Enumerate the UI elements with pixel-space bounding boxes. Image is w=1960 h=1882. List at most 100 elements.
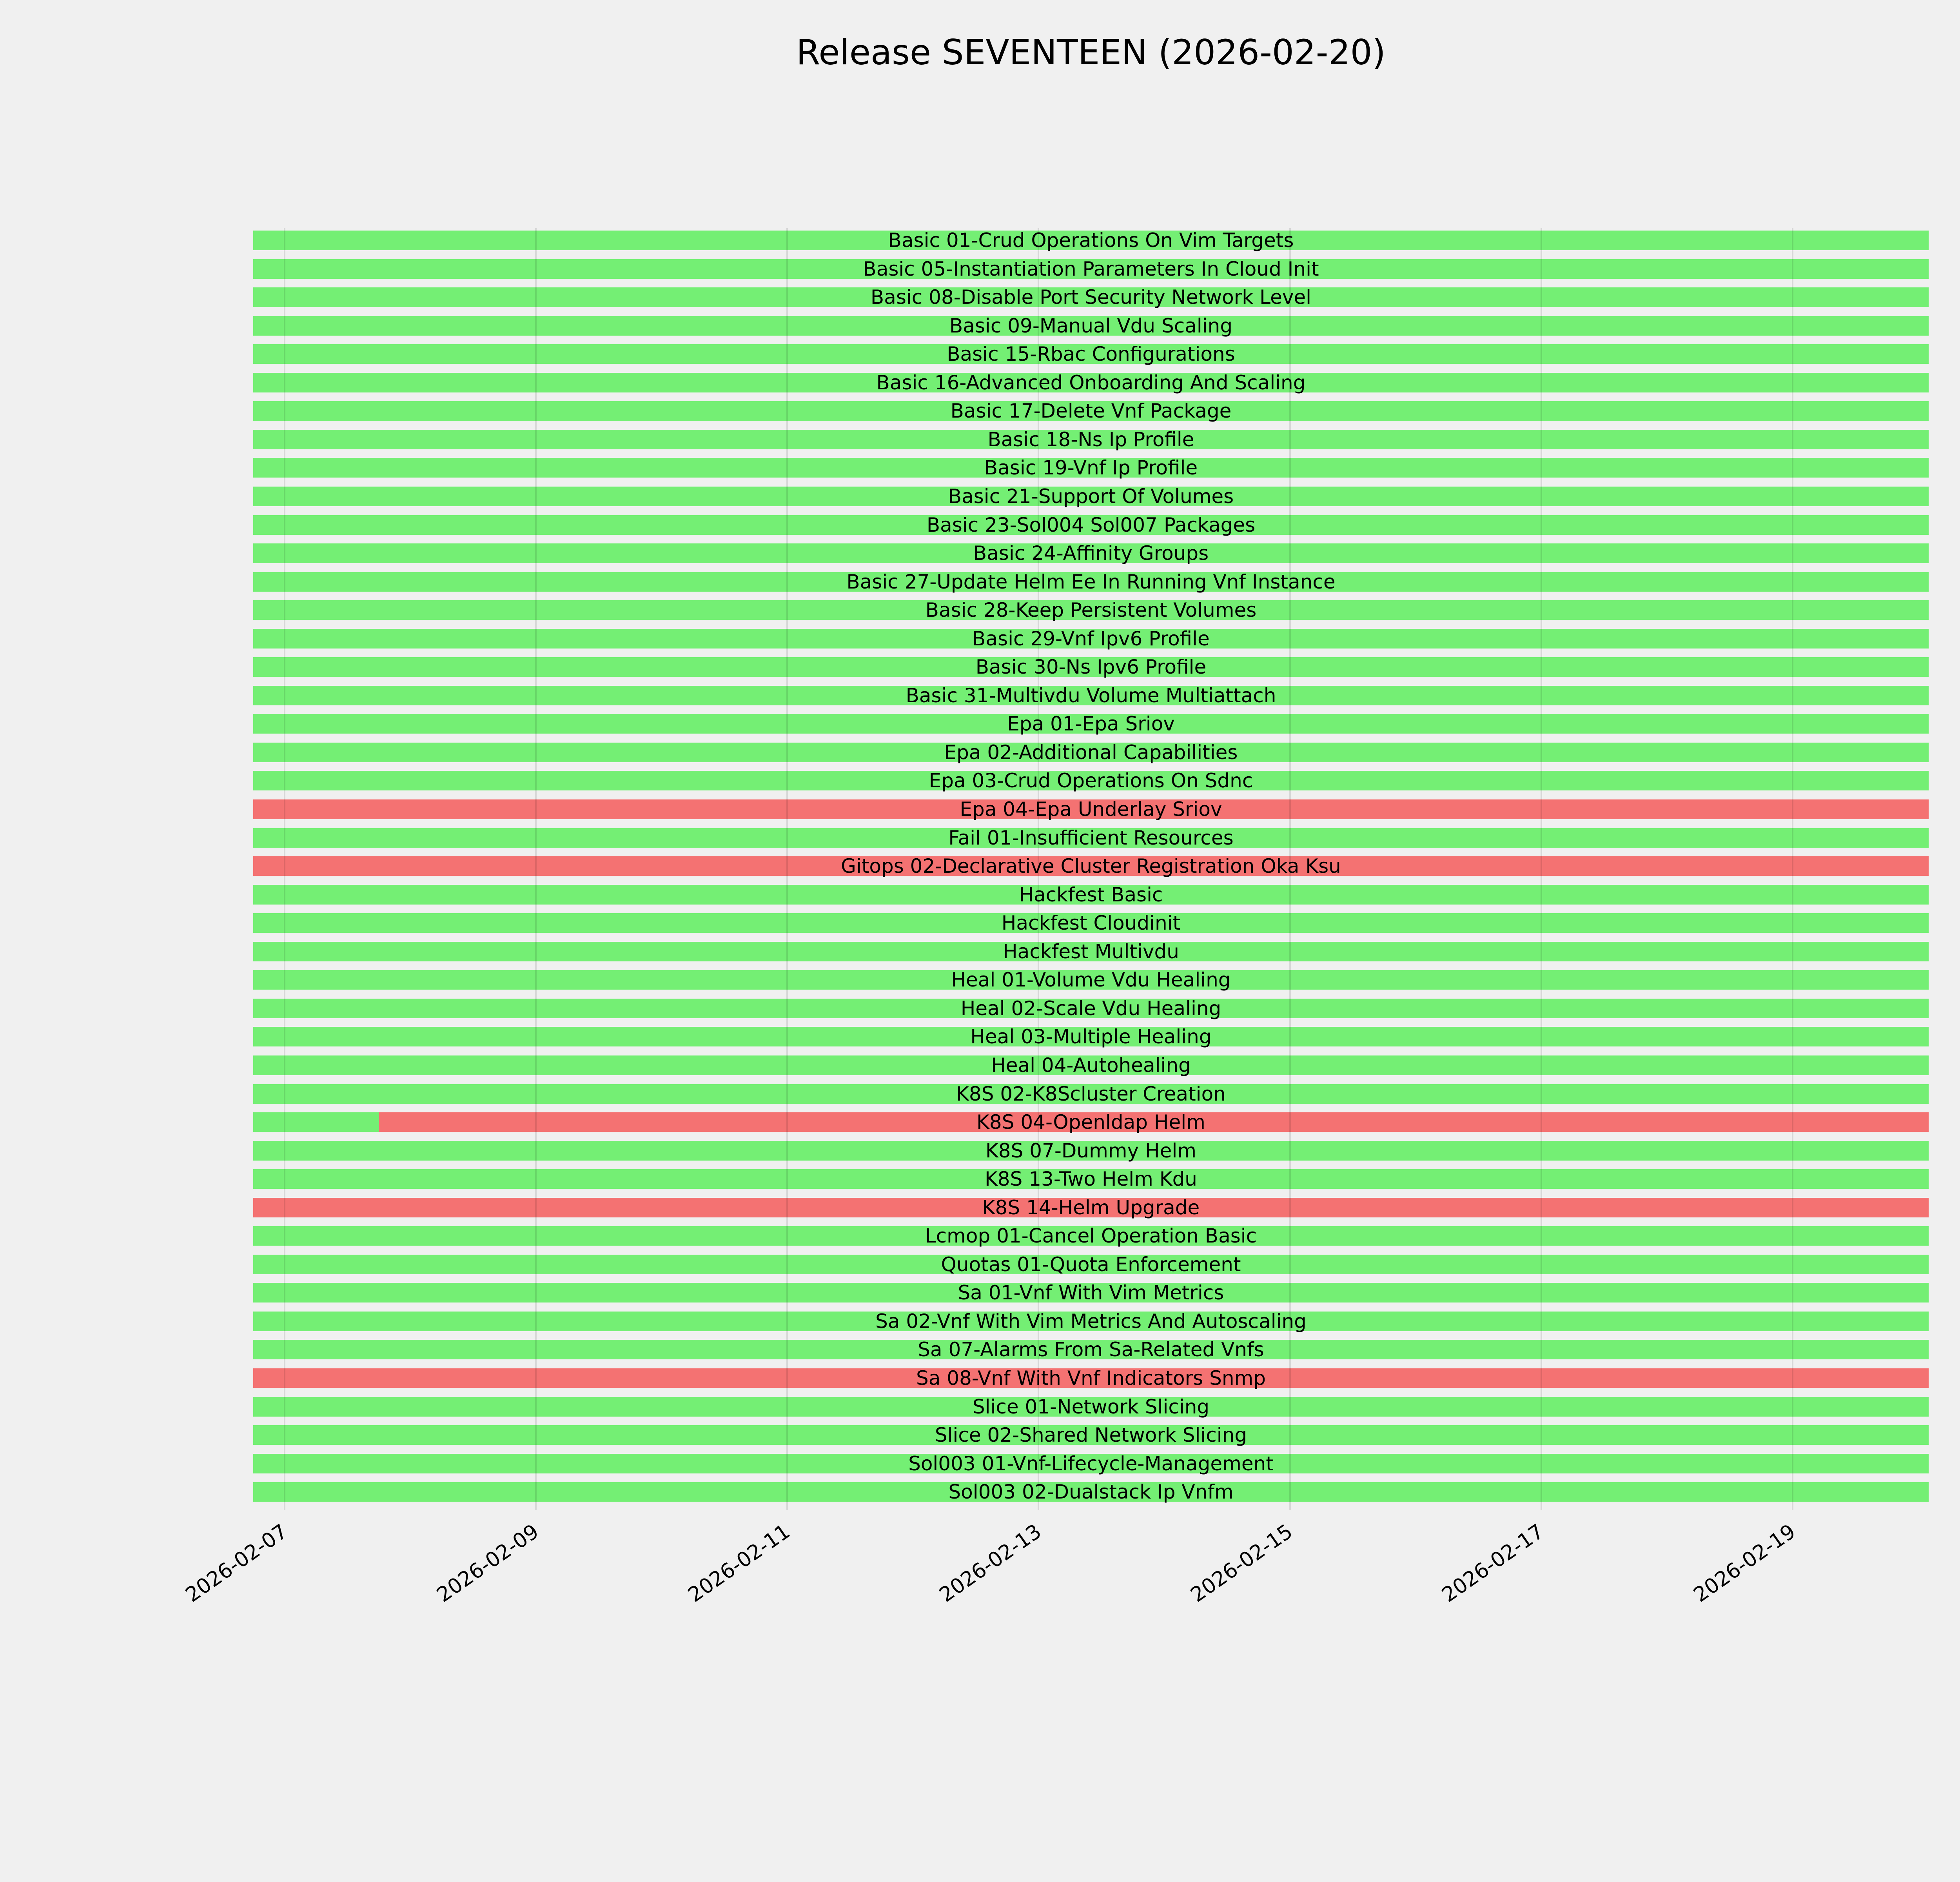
gantt-row: Basic 24-Affinity Groups [253, 543, 1929, 563]
task-label: Basic 21-Support Of Volumes [948, 485, 1234, 508]
task-bar-segment-pass [253, 543, 1929, 563]
task-bar-segment-pass [253, 1340, 1929, 1360]
task-bar-segment-pass [253, 344, 1929, 364]
task-bar-segment-pass [253, 1112, 379, 1132]
task-bar-segment-pass [253, 629, 1929, 649]
x-tick-label: 2026-02-09 [432, 1520, 543, 1607]
gantt-row: Sa 07-Alarms From Sa-Related Vnfs [253, 1338, 1929, 1361]
task-label: Sol003 01-Vnf-Lifecycle-Management [908, 1452, 1274, 1475]
gantt-row: Lcmop 01-Cancel Operation Basic [253, 1226, 1929, 1246]
task-bar-segment-pass [253, 1453, 1929, 1473]
gantt-row: Epa 02-Additional Capabilities [253, 741, 1929, 764]
gantt-row: Basic 15-Rbac Configurations [253, 344, 1929, 364]
task-label: Basic 28-Keep Persistent Volumes [925, 599, 1257, 622]
gantt-row: Gitops 02-Declarative Cluster Registrati… [253, 856, 1929, 876]
gantt-row: K8S 02-K8Scluster Creation [253, 1084, 1929, 1104]
task-label: Slice 02-Shared Network Slicing [935, 1424, 1247, 1447]
task-label: Hackfest Cloudinit [1001, 912, 1181, 935]
task-label: Hackfest Multivdu [1003, 940, 1179, 963]
gantt-row: Basic 30-Ns Ipv6 Profile [253, 657, 1929, 677]
task-bar-segment-pass [253, 1055, 1929, 1075]
task-label: Sa 01-Vnf With Vim Metrics [958, 1281, 1224, 1304]
task-bar-segment-fail [253, 799, 1929, 819]
gantt-row: Heal 03-Multiple Healing [253, 1025, 1929, 1048]
task-bar-segment-pass [253, 714, 1929, 734]
gantt-row: K8S 04-Openldap Helm [253, 1112, 1929, 1132]
task-bar-segment-pass [253, 1027, 1929, 1047]
gantt-row: Basic 17-Delete Vnf Package [253, 401, 1929, 421]
task-label: Heal 01-Volume Vdu Healing [951, 968, 1231, 992]
task-bar-segment-pass [253, 913, 1929, 933]
gantt-chart: Basic 01-Crud Operations On Vim Targets B… [253, 228, 1929, 1510]
gantt-row: Epa 04-Epa Underlay Sriov [253, 799, 1929, 819]
task-bar-segment-pass [253, 657, 1929, 677]
gantt-row: Slice 02-Shared Network Slicing [253, 1425, 1929, 1445]
task-label: Basic 31-Multivdu Volume Multiattach [906, 684, 1276, 707]
gantt-row: Epa 03-Crud Operations On Sdnc [253, 769, 1929, 792]
gantt-row: Sa 01-Vnf With Vim Metrics [253, 1283, 1929, 1303]
task-label: Epa 03-Crud Operations On Sdnc [929, 769, 1253, 792]
x-tick-label: 2026-02-17 [1438, 1520, 1549, 1607]
gridline [1791, 228, 1793, 1510]
task-bar-segment-pass [253, 1311, 1929, 1331]
task-label: Basic 16-Advanced Onboarding And Scaling [876, 371, 1306, 394]
task-bar-segment-pass [253, 1226, 1929, 1246]
task-label: Quotas 01-Quota Enforcement [941, 1253, 1241, 1276]
task-bar-segment-pass [253, 771, 1929, 791]
gantt-row: Basic 05-Instantiation Parameters In Clo… [253, 259, 1929, 279]
gantt-row: Epa 01-Epa Sriov [253, 714, 1929, 734]
gantt-row: K8S 07-Dummy Helm [253, 1141, 1929, 1161]
task-bar-segment-pass [253, 998, 1929, 1018]
task-bar-segment-pass [253, 742, 1929, 762]
task-bar-segment-fail [253, 1197, 1929, 1217]
task-label: Slice 01-Network Slicing [972, 1395, 1210, 1418]
task-bar-segment-fail [379, 1112, 1929, 1132]
task-label: K8S 07-Dummy Helm [985, 1139, 1196, 1162]
task-bar-segment-pass [253, 1425, 1929, 1445]
gantt-row: Basic 08-Disable Port Security Network L… [253, 287, 1929, 307]
task-label: Hackfest Basic [1019, 883, 1163, 906]
x-tick-label: 2026-02-07 [181, 1520, 292, 1607]
task-label: Sol003 02-Dualstack Ip Vnfm [948, 1481, 1234, 1504]
task-label: K8S 02-K8Scluster Creation [956, 1082, 1226, 1105]
task-label: Epa 02-Additional Capabilities [944, 741, 1238, 764]
task-bar-segment-pass [253, 1084, 1929, 1104]
gantt-row: Basic 27-Update Helm Ee In Running Vnf I… [253, 572, 1929, 592]
gridline [1289, 228, 1291, 1510]
task-label: Heal 02-Scale Vdu Healing [960, 997, 1221, 1020]
task-bar-segment-pass [253, 1482, 1929, 1502]
task-bar-segment-pass [253, 1397, 1929, 1417]
task-label: Basic 29-Vnf Ipv6 Profile [972, 627, 1210, 650]
task-label: Basic 19-Vnf Ip Profile [984, 456, 1198, 480]
task-label: K8S 14-Helm Upgrade [982, 1196, 1200, 1219]
task-bar-segment-pass [253, 259, 1929, 279]
task-bar-segment-pass [253, 429, 1929, 449]
task-label: Heal 03-Multiple Healing [970, 1025, 1212, 1048]
task-label: Heal 04-Autohealing [991, 1054, 1191, 1077]
task-bar-segment-pass [253, 970, 1929, 990]
task-label: Basic 30-Ns Ipv6 Profile [975, 656, 1207, 679]
task-bar-segment-fail [253, 1368, 1929, 1388]
x-tick-label: 2026-02-15 [1186, 1520, 1297, 1607]
gantt-row: Hackfest Multivdu [253, 940, 1929, 963]
task-label: Basic 09-Manual Vdu Scaling [949, 314, 1233, 337]
task-label: K8S 04-Openldap Helm [976, 1111, 1205, 1134]
task-label: Basic 24-Affinity Groups [973, 542, 1209, 565]
task-bar-segment-pass [253, 1141, 1929, 1161]
task-label: Basic 18-Ns Ip Profile [987, 428, 1194, 451]
gantt-row: Sol003 01-Vnf-Lifecycle-Management [253, 1452, 1929, 1475]
gantt-row: Sa 02-Vnf With Vim Metrics And Autoscali… [253, 1311, 1929, 1331]
gantt-row: Fail 01-Insufficient Resources [253, 828, 1929, 848]
task-label: Sa 07-Alarms From Sa-Related Vnfs [918, 1338, 1264, 1361]
task-bar-segment-pass [253, 1283, 1929, 1303]
gridline [535, 228, 537, 1510]
gridline [786, 228, 788, 1510]
task-label: Lcmop 01-Cancel Operation Basic [925, 1224, 1257, 1248]
gantt-row: Basic 21-Support Of Volumes [253, 485, 1929, 508]
gantt-row: Sol003 02-Dualstack Ip Vnfm [253, 1482, 1929, 1502]
task-bar-segment-pass [253, 685, 1929, 705]
task-bar-segment-pass [253, 885, 1929, 905]
task-label: Basic 17-Delete Vnf Package [950, 400, 1232, 423]
task-bar-segment-pass [253, 1254, 1929, 1274]
